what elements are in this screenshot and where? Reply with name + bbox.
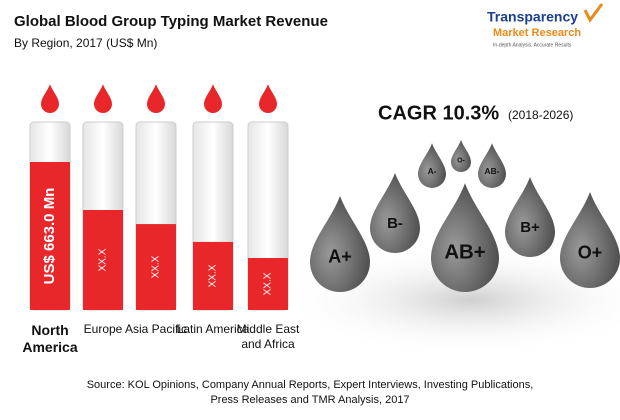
blood-drop <box>41 84 59 113</box>
drop-label: AB+ <box>444 241 485 263</box>
category-label: North America <box>22 322 78 355</box>
source: Source: KOL Opinions, Company Annual Rep… <box>86 379 534 406</box>
logo-tagline: In-depth Analysis. Accurate Results <box>493 42 572 48</box>
value-label: XX.X <box>151 255 162 278</box>
cagr-period: (2018-2026) <box>508 108 573 122</box>
drop-label: B- <box>387 215 403 232</box>
gray-drop <box>310 196 370 292</box>
blood-drop <box>147 84 165 113</box>
bar <box>83 209 123 310</box>
blood-drop <box>259 84 277 113</box>
drop-label: B+ <box>520 219 540 236</box>
drop-label: A- <box>428 166 437 176</box>
bar <box>136 224 176 310</box>
gray-drop <box>505 177 555 257</box>
bar <box>30 162 70 310</box>
chart-subtitle: By Region, 2017 (US$ Mn) <box>14 36 157 50</box>
category-label: Asia Pacific <box>124 322 188 336</box>
logo-sub: Market Research <box>493 27 581 39</box>
logo-name: Transparency <box>487 9 578 25</box>
drop-label: AB- <box>485 166 500 176</box>
chart-title: Global Blood Group Typing Market Revenue <box>14 13 328 30</box>
value-label: XX.X <box>263 272 274 295</box>
blood-drop <box>94 84 112 113</box>
logo-check <box>583 3 604 23</box>
category-label: Middle East and Africa <box>236 322 300 351</box>
drop-label: A+ <box>328 246 352 266</box>
blood-drop <box>204 84 222 113</box>
drop-label: O+ <box>578 242 603 262</box>
gray-drop <box>478 143 506 188</box>
category-label: Europe <box>83 322 123 336</box>
value-label: US$ 663.0 Mn <box>41 188 58 285</box>
value-label: XX.X <box>208 264 219 287</box>
category-label: Latin America <box>176 322 250 336</box>
bar <box>193 241 233 310</box>
gray-drop <box>451 140 471 172</box>
bar <box>248 257 288 310</box>
cagr: CAGR 10.3% <box>378 102 499 124</box>
gray-drop <box>560 192 620 288</box>
gray-drop <box>431 183 499 292</box>
value-label: XX.X <box>98 248 109 271</box>
gray-drop <box>418 143 446 188</box>
gray-drop <box>370 173 420 253</box>
drop-label: O- <box>457 157 465 164</box>
